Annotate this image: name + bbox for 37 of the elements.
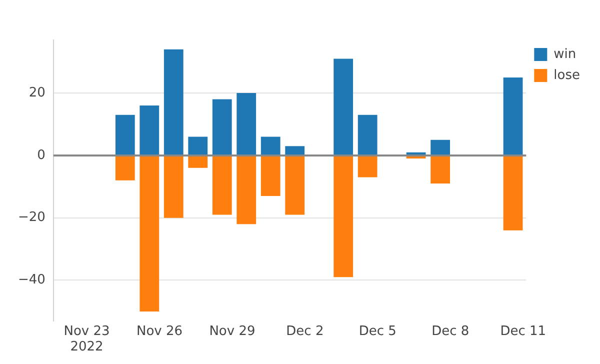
bar	[188, 136, 208, 155]
bar	[212, 156, 232, 215]
bar	[358, 114, 378, 155]
y-tick-label: 20	[28, 85, 46, 100]
y-tick-label: 0	[37, 148, 46, 163]
bar	[260, 156, 280, 196]
bar	[334, 156, 354, 278]
bar	[503, 156, 523, 230]
legend-label: lose	[554, 68, 580, 83]
bar	[503, 77, 523, 155]
x-tick-label: Nov 23 2022	[64, 324, 110, 355]
x-tick-label: Dec 8	[432, 324, 470, 339]
bar	[285, 156, 305, 215]
x-tick-label: Nov 29	[209, 324, 256, 339]
bar	[430, 140, 450, 155]
bar	[260, 136, 280, 155]
bar	[115, 156, 135, 180]
x-tick-label: Dec 11	[500, 324, 546, 339]
bar	[334, 58, 354, 155]
bar	[164, 49, 184, 155]
bar	[285, 146, 305, 155]
y-tick-label: −20	[18, 210, 46, 226]
bar	[236, 156, 256, 224]
bar	[115, 114, 135, 155]
x-tick-label: Dec 2	[286, 324, 324, 339]
x-tick-label: Nov 26	[136, 324, 183, 339]
legend-label: win	[554, 46, 576, 62]
bar	[358, 156, 378, 178]
bar	[188, 156, 208, 168]
x-tick-label: Dec 5	[358, 324, 396, 339]
y-tick-label: −40	[18, 272, 46, 288]
bar	[140, 106, 160, 155]
bar	[430, 156, 450, 184]
bar	[236, 93, 256, 155]
bar	[212, 99, 232, 155]
bar	[140, 156, 160, 312]
bar	[164, 156, 184, 218]
